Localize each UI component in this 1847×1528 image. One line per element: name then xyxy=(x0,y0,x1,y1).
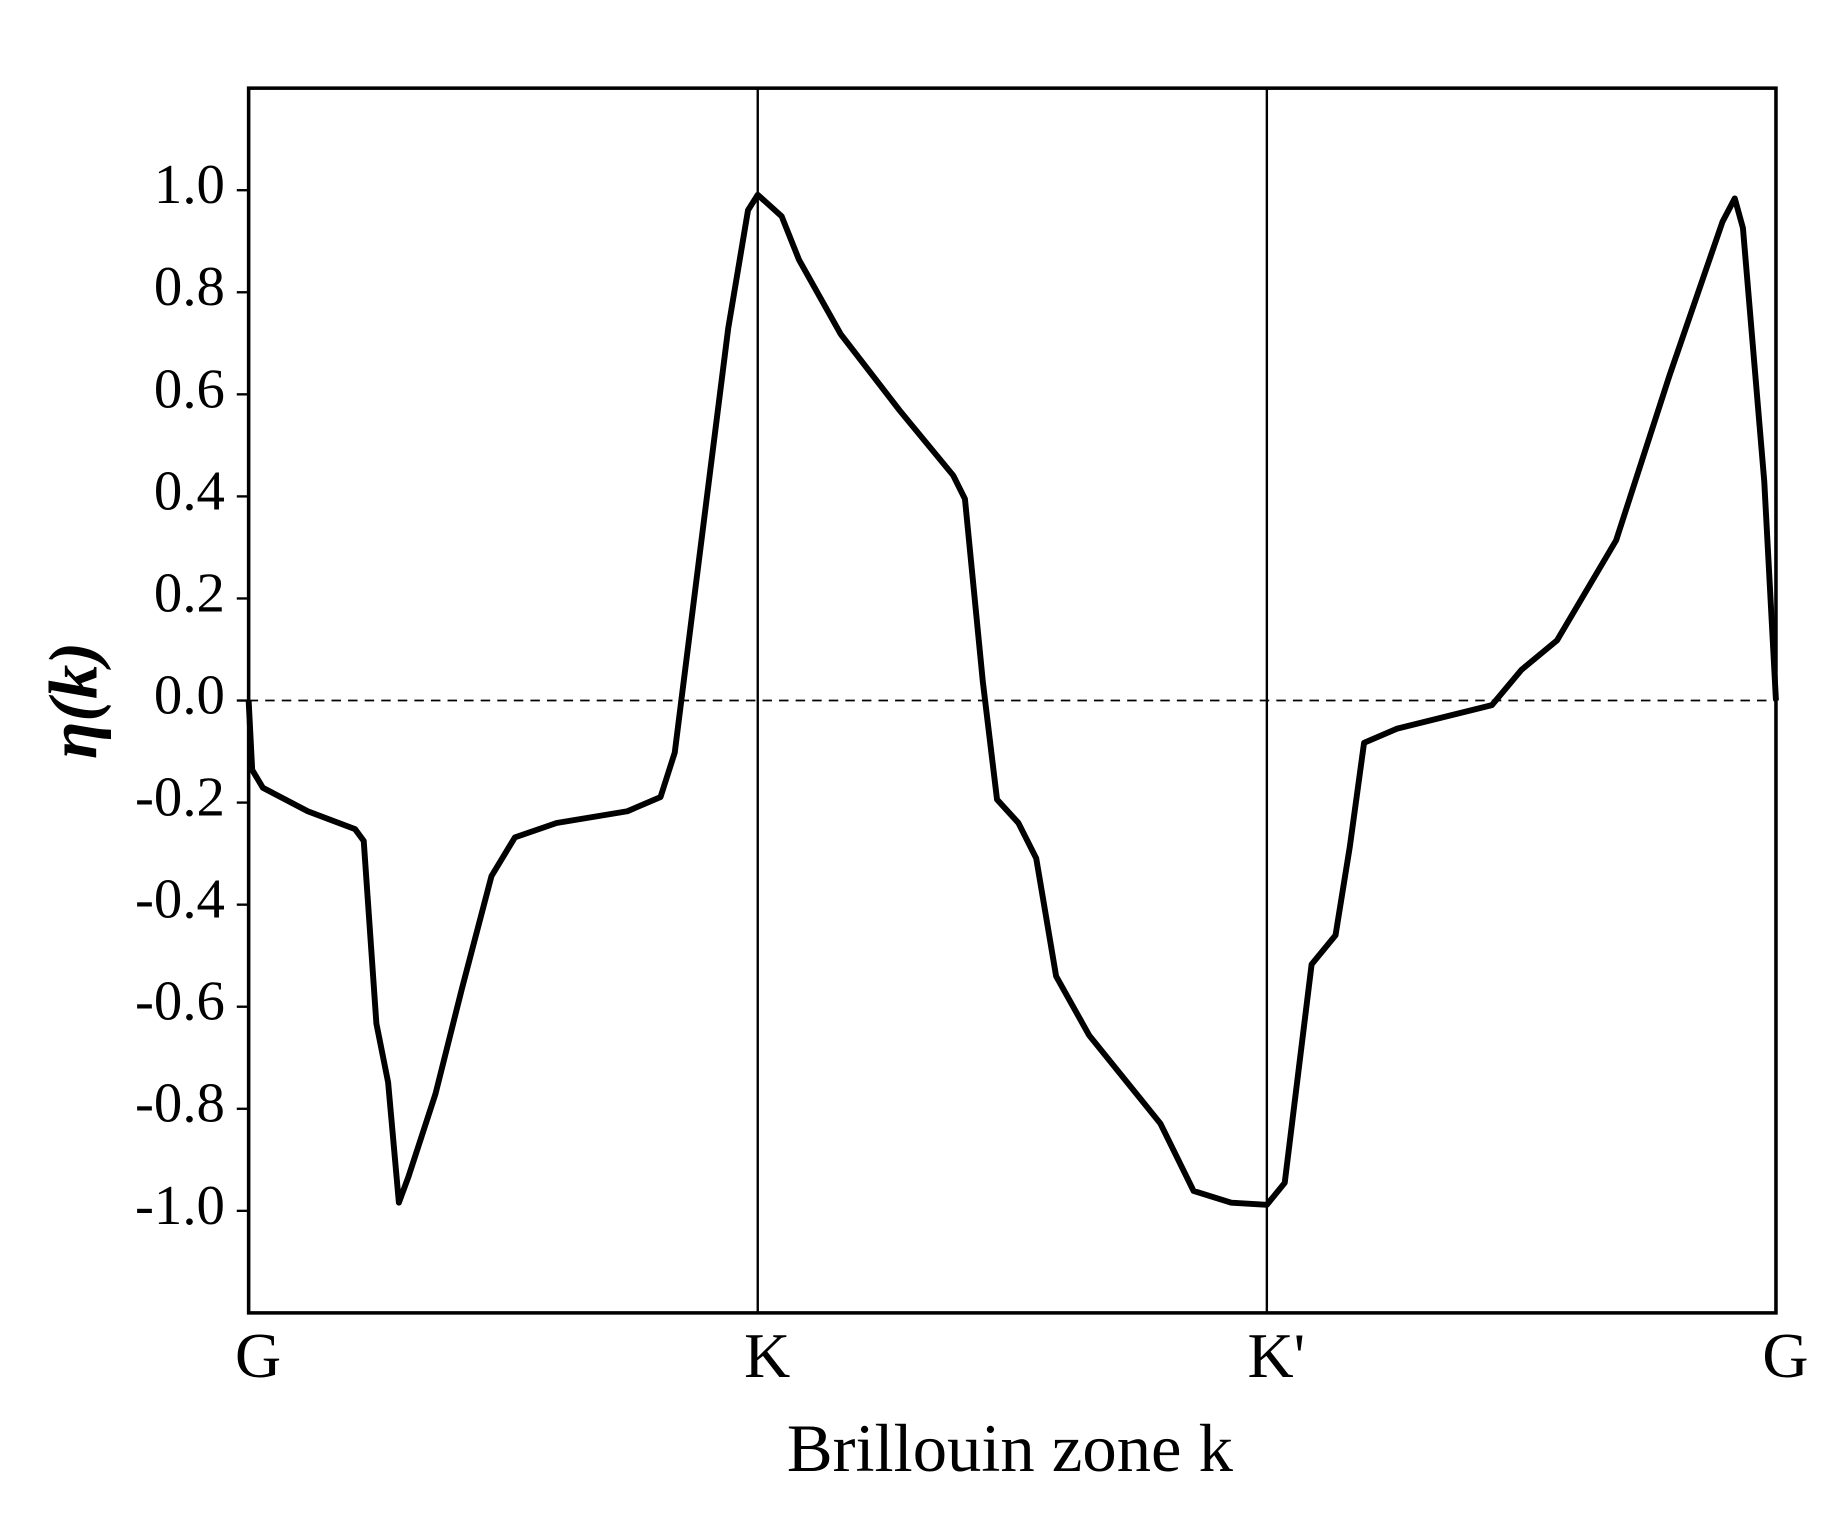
x-axis-label: Brillouin zone k xyxy=(787,1410,1234,1486)
y-tick-label: -1.0 xyxy=(135,1175,225,1237)
x-tick-label: G xyxy=(235,1320,281,1391)
y-tick-label: 0.2 xyxy=(154,563,225,625)
y-axis-label: η(k) xyxy=(35,642,111,759)
y-tick-label: 0.0 xyxy=(154,665,225,727)
y-tick-label: -0.4 xyxy=(135,869,225,931)
x-tick-label: K xyxy=(744,1320,790,1391)
y-tick-label: -0.8 xyxy=(135,1073,225,1135)
x-tick-label: K' xyxy=(1247,1320,1305,1391)
y-tick-label: -0.6 xyxy=(135,971,225,1033)
y-tick-label: 1.0 xyxy=(154,154,225,216)
y-tick-label: 0.4 xyxy=(154,461,225,523)
x-tick-label: G xyxy=(1762,1320,1808,1391)
line xyxy=(245,191,1779,1208)
y-tick-label: -0.2 xyxy=(135,767,225,829)
y-tick-label: 0.8 xyxy=(154,256,225,318)
y-tick-label: 0.6 xyxy=(154,358,225,420)
